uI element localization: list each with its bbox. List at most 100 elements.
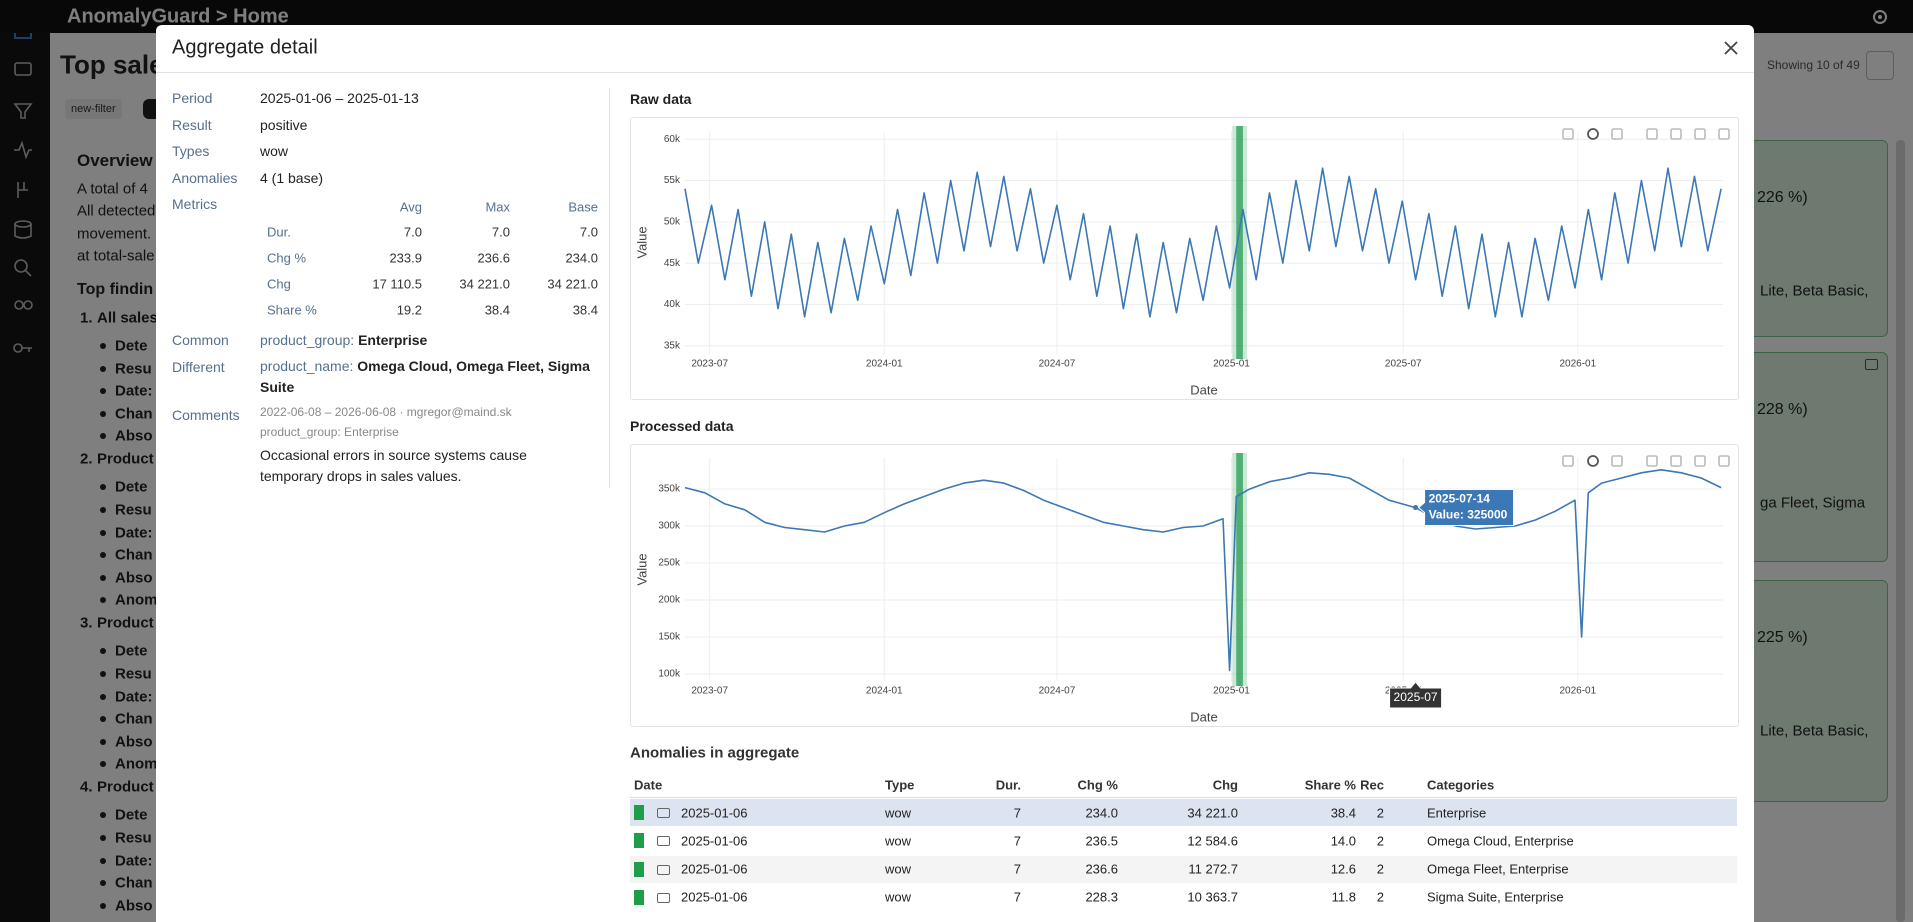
y-tick-label: 200k — [658, 595, 681, 606]
tooltip-box — [1417, 489, 1515, 527]
hover-point — [1413, 505, 1419, 511]
table-cell: 11 272.7 — [1188, 861, 1238, 877]
y-tick-label: 300k — [658, 521, 681, 532]
status-marker — [634, 861, 644, 877]
metrics-cell: 7.0 — [403, 224, 422, 240]
table-cell: Omega Fleet, Enterprise — [1427, 861, 1569, 877]
modebar-button[interactable] — [1611, 455, 1623, 467]
table-row[interactable]: 2025-01-06 wow 7 236.6 11 272.7 12.6 2 Omega Fl… — [630, 855, 1737, 883]
comment-text: Occasional errors in source systems caus… — [260, 447, 527, 484]
metrics-row-name: Dur. — [267, 224, 291, 240]
table-cell: 7 — [1013, 861, 1021, 877]
metrics-row-name: Chg % — [267, 250, 307, 266]
y-tick-label: 50k — [664, 216, 681, 227]
table-cell: 12 584.6 — [1187, 833, 1238, 849]
table-cell: 2025-01-06 — [681, 805, 748, 820]
comment-icon — [657, 808, 670, 818]
different-names: Omega Cloud, Omega Fleet, Sigma Suite — [260, 358, 590, 395]
metrics-cell: 7.0 — [491, 224, 510, 240]
close-button[interactable] — [1721, 38, 1741, 58]
table-cell: 2 — [1376, 889, 1384, 905]
x-tick-label: 2023-07 — [691, 686, 728, 697]
column-header: Rec — [1360, 777, 1384, 793]
comment-scope: product_group: Enterprise — [260, 425, 399, 439]
table-cell: 2025-01-06 — [681, 889, 748, 905]
table-cell: 2 — [1376, 861, 1384, 877]
detail-value: positive — [260, 116, 308, 133]
metrics-column: Max — [485, 199, 510, 215]
table-row[interactable]: 2025-01-06 wow 7 234.0 34 221.0 38.4 2 Enterpri… — [630, 799, 1737, 826]
y-axis-label: Value — [634, 226, 649, 258]
column-header: Categories — [1427, 777, 1495, 793]
y-tick-label: 60k — [664, 134, 681, 145]
modebar-button[interactable] — [1694, 128, 1706, 140]
chart-title: Raw data — [630, 91, 692, 107]
modebar-zoom[interactable] — [1587, 455, 1599, 467]
table-cell: 236.6 — [1085, 861, 1118, 877]
tooltip-value: Value: 325000 — [1429, 508, 1508, 522]
y-tick-label: 100k — [658, 669, 681, 680]
x-tick-label: 2024-01 — [866, 686, 903, 697]
table-cell: wow — [885, 833, 912, 849]
table-cell: 10 363.7 — [1187, 889, 1238, 905]
different-label: Different — [172, 359, 225, 375]
common-key: product_group: — [260, 332, 355, 348]
modebar-button[interactable] — [1718, 455, 1730, 467]
y-tick-label: 40k — [664, 299, 681, 310]
chart: 2023-07 2024-01 2024-07 2025-01 2025-07 2026-… — [630, 117, 1739, 400]
modebar-button[interactable] — [1562, 128, 1574, 140]
x-axis-label: Date — [1190, 709, 1217, 724]
close-icon — [1724, 41, 1738, 55]
metrics-column: Base — [568, 199, 598, 215]
modebar-button[interactable] — [1694, 455, 1706, 467]
table-header-rule — [630, 797, 1737, 798]
x-tick-label: 2024-01 — [866, 359, 903, 370]
modebar-button[interactable] — [1646, 128, 1658, 140]
highlight-band — [1236, 126, 1243, 359]
detail-label: Period — [172, 90, 213, 106]
x-tick-label: 2023-07 — [691, 359, 728, 370]
anomalies-table: Date Type Dur. Chg % Chg Share % Rec Categories… — [630, 773, 1737, 922]
table-cell: 14.0 — [1330, 833, 1356, 849]
modebar-button[interactable] — [1611, 128, 1623, 140]
detail-value: 2025-01-06 – 2025-01-13 — [260, 90, 419, 106]
metrics-cell: 19.2 — [396, 302, 422, 318]
x-tick-label: 2025-01 — [1213, 686, 1250, 697]
y-axis-label: Value — [634, 553, 649, 585]
comment-icon — [657, 836, 670, 847]
table-cell: 2 — [1376, 833, 1384, 849]
chart: 2023-07 2024-01 2024-07 2025-01 2025-07 2026-… — [630, 444, 1739, 727]
table-cell: 12.6 — [1330, 861, 1356, 877]
table-row[interactable]: 2025-01-06 wow 7 228.3 10 363.7 11.8 2 Sigma Su… — [630, 883, 1737, 911]
table-cell: 34 221.0 — [1187, 805, 1238, 820]
modebar-button[interactable] — [1670, 455, 1682, 467]
highlight-band — [1236, 453, 1243, 686]
x-tick-label: 2026-01 — [1559, 359, 1596, 370]
column-header: Chg — [1212, 777, 1238, 793]
y-tick-label: 45k — [664, 258, 681, 269]
metrics-cell: 34 221.0 — [459, 276, 510, 292]
table-cell: 7 — [1013, 805, 1021, 820]
detail-label: Result — [172, 116, 212, 133]
status-marker — [634, 805, 644, 820]
table-cell: 11.8 — [1331, 889, 1356, 905]
x-tick-label: 2024-07 — [1039, 686, 1076, 697]
tooltip-date: 2025-07-14 — [1429, 492, 1491, 506]
modebar-button[interactable] — [1718, 128, 1730, 140]
modebar-zoom[interactable] — [1587, 128, 1599, 140]
detail-value: 4 (1 base) — [260, 169, 324, 186]
modebar-button[interactable] — [1562, 455, 1574, 467]
table-cell: wow — [885, 805, 912, 820]
modebar-button[interactable] — [1670, 128, 1682, 140]
modebar-button[interactable] — [1646, 455, 1658, 467]
metrics-row-name: Share % — [267, 302, 317, 318]
table-cell: 2025-01-06 — [681, 833, 748, 849]
metrics-cell: 34 221.0 — [547, 276, 598, 292]
table-title: Anomalies in aggregate — [630, 744, 800, 762]
y-tick-label: 150k — [658, 632, 681, 643]
column-header: Chg % — [1077, 777, 1118, 793]
metrics-cell: 38.4 — [484, 302, 510, 318]
y-tick-label: 35k — [664, 340, 681, 351]
table-row[interactable]: 2025-01-06 wow 7 236.5 12 584.6 14.0 2 Omega Cl… — [630, 827, 1737, 855]
